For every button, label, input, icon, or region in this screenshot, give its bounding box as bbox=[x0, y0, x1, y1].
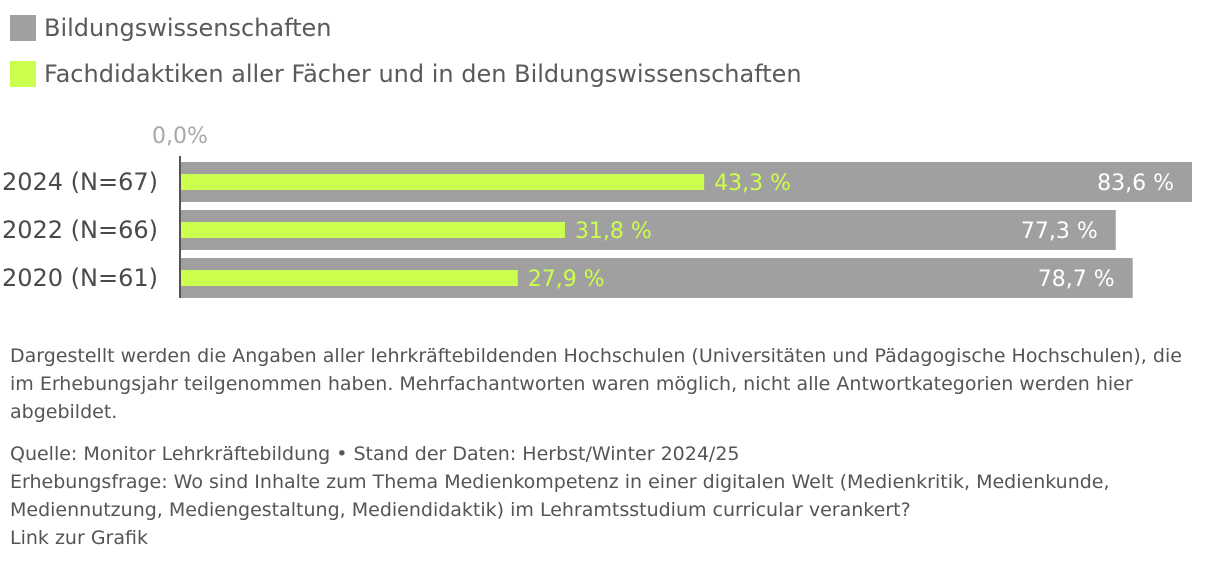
legend-item-bildungswissenschaften: Bildungswissenschaften bbox=[10, 13, 332, 43]
data-label-fachdidaktiken: 27,9 % bbox=[528, 267, 605, 292]
category-label: 2022 (N=66) bbox=[2, 216, 158, 244]
legend-label: Bildungswissenschaften bbox=[44, 14, 332, 42]
bar-chart: 0,0% 2024 (N=67) 83,6 % 43,3 % 2022 (N=66) 77… bbox=[2, 124, 1192, 298]
source-line: Quelle: Monitor Lehrkräftebildung • Stan… bbox=[10, 443, 740, 465]
bar-fachdidaktiken bbox=[180, 174, 705, 190]
bar-fachdidaktiken bbox=[180, 270, 518, 286]
data-label-fachdidaktiken: 31,8 % bbox=[575, 219, 652, 244]
category-label: 2024 (N=67) bbox=[2, 168, 158, 196]
data-label-fachdidaktiken: 43,3 % bbox=[714, 171, 791, 196]
chart-link[interactable]: Link zur Grafik bbox=[10, 527, 148, 549]
chart-source-block: Quelle: Monitor Lehrkräftebildung • Stan… bbox=[10, 440, 1210, 552]
data-label-bildungswissenschaften: 77,3 % bbox=[1021, 219, 1098, 244]
data-label-bildungswissenschaften: 83,6 % bbox=[1097, 171, 1174, 196]
legend-swatch-green bbox=[10, 61, 36, 87]
legend-label: Fachdidaktiken aller Fächer und in den B… bbox=[44, 60, 802, 88]
legend-item-fachdidaktiken: Fachdidaktiken aller Fächer und in den B… bbox=[10, 59, 802, 89]
axis-start-label: 0,0% bbox=[152, 124, 208, 149]
data-label-bildungswissenschaften: 78,7 % bbox=[1038, 267, 1115, 292]
survey-question: Erhebungsfrage: Wo sind Inhalte zum Them… bbox=[10, 471, 1110, 521]
category-label: 2020 (N=61) bbox=[2, 264, 158, 292]
chart-description: Dargestellt werden die Angaben aller leh… bbox=[10, 345, 1182, 423]
bar-fachdidaktiken bbox=[180, 222, 565, 238]
legend-swatch-gray bbox=[10, 15, 36, 41]
